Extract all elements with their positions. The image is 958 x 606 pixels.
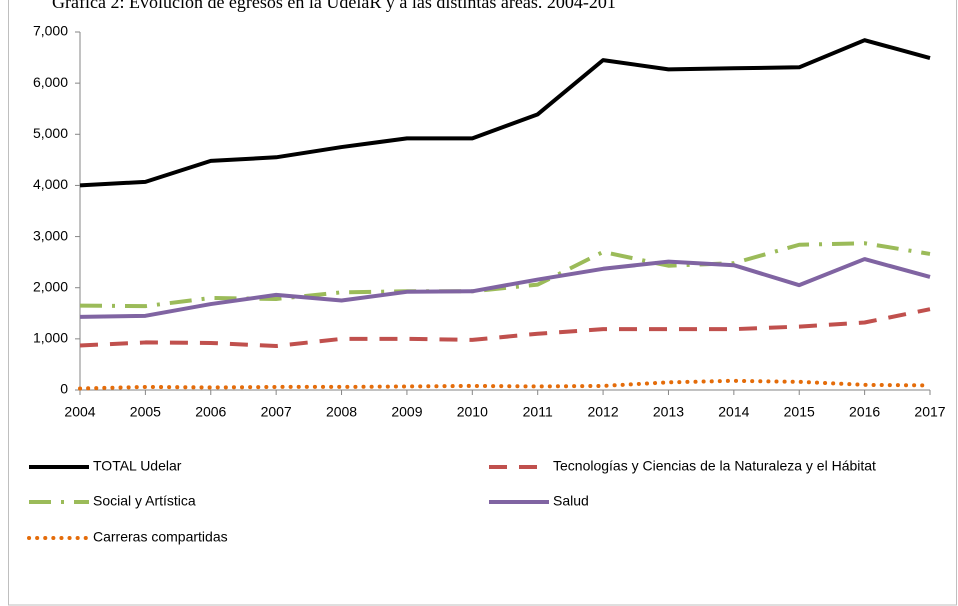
y-tick-label: 1,000	[33, 330, 68, 346]
x-tick-label: 2008	[326, 404, 357, 420]
x-tick-label: 2006	[195, 404, 226, 420]
x-tick-label: 2017	[914, 404, 945, 420]
y-tick-label: 3,000	[33, 227, 68, 243]
x-tick-label: 2005	[130, 404, 161, 420]
chart-title: Gráfica 2: Evolución de egresos en la Ud…	[52, 0, 616, 12]
y-tick-label: 6,000	[33, 74, 68, 90]
x-tick-label: 2009	[391, 404, 422, 420]
legend-label: Social y Artística	[93, 493, 196, 509]
legend-label: Carreras compartidas	[93, 529, 228, 545]
series-line	[79, 38, 931, 188]
legend-label: Tecnologías y Ciencias de la Naturaleza …	[553, 458, 876, 474]
series-line	[79, 307, 931, 349]
y-tick-label: 4,000	[33, 176, 68, 192]
x-tick-label: 2011	[523, 404, 553, 420]
x-tick-label: 2014	[718, 404, 749, 420]
x-tick-label: 2007	[261, 404, 292, 420]
series-line	[79, 241, 931, 309]
chart-frame	[8, 0, 957, 606]
series-line	[79, 257, 931, 319]
legend-label: Salud	[553, 493, 589, 509]
y-tick-label: 5,000	[33, 125, 68, 141]
x-tick-label: 2004	[64, 404, 95, 420]
x-tick-label: 2010	[457, 404, 488, 420]
y-tick-label: 7,000	[33, 23, 68, 39]
x-tick-label: 2016	[849, 404, 880, 420]
legend-label: TOTAL Udelar	[93, 458, 182, 474]
y-tick-label: 0	[60, 381, 68, 397]
x-tick-label: 2013	[653, 404, 684, 420]
x-tick-label: 2015	[784, 404, 815, 420]
x-tick-label: 2012	[587, 404, 618, 420]
y-tick-label: 2,000	[33, 278, 68, 294]
